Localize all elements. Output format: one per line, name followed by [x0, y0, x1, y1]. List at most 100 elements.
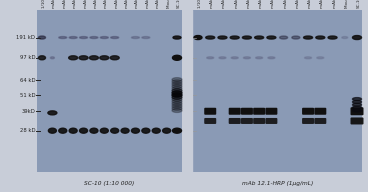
FancyBboxPatch shape	[314, 108, 326, 115]
Ellipse shape	[173, 55, 181, 60]
Ellipse shape	[353, 106, 361, 109]
Text: 64 kD: 64 kD	[20, 78, 35, 83]
Ellipse shape	[79, 36, 88, 39]
FancyBboxPatch shape	[314, 118, 326, 124]
FancyBboxPatch shape	[302, 118, 314, 124]
Text: mAb 4: mAb 4	[63, 0, 67, 8]
Ellipse shape	[353, 109, 361, 112]
Text: 28 kD: 28 kD	[20, 128, 35, 133]
Text: 1/10 Input: 1/10 Input	[42, 0, 46, 8]
Text: mAb 8: mAb 8	[73, 0, 77, 8]
Ellipse shape	[280, 36, 288, 39]
Ellipse shape	[206, 36, 215, 39]
FancyBboxPatch shape	[253, 108, 265, 115]
Text: mAb 12: mAb 12	[259, 0, 263, 8]
Ellipse shape	[39, 56, 46, 60]
Ellipse shape	[342, 36, 348, 39]
FancyBboxPatch shape	[204, 108, 216, 115]
Ellipse shape	[59, 128, 67, 133]
Ellipse shape	[110, 56, 119, 60]
Ellipse shape	[163, 128, 171, 133]
Ellipse shape	[48, 111, 57, 115]
Ellipse shape	[256, 57, 263, 59]
Text: mAb 2: mAb 2	[52, 0, 56, 8]
Text: Mouse IgG: Mouse IgG	[167, 0, 171, 8]
FancyBboxPatch shape	[350, 118, 364, 124]
Ellipse shape	[328, 36, 337, 39]
Ellipse shape	[353, 103, 361, 106]
Ellipse shape	[69, 56, 78, 60]
Text: mAb 14: mAb 14	[284, 0, 288, 8]
Ellipse shape	[100, 36, 108, 39]
Ellipse shape	[173, 128, 181, 133]
Ellipse shape	[317, 57, 324, 59]
Ellipse shape	[152, 128, 160, 133]
FancyBboxPatch shape	[204, 118, 216, 124]
Ellipse shape	[172, 78, 182, 82]
FancyBboxPatch shape	[265, 108, 277, 115]
Ellipse shape	[172, 80, 182, 84]
Text: 191 kD: 191 kD	[16, 35, 35, 40]
Text: mAb 17: mAb 17	[146, 0, 150, 8]
Ellipse shape	[100, 128, 108, 133]
Ellipse shape	[69, 128, 77, 133]
FancyBboxPatch shape	[265, 118, 277, 124]
Text: mAb 17: mAb 17	[320, 0, 324, 8]
Ellipse shape	[194, 36, 202, 40]
Ellipse shape	[231, 57, 238, 59]
Ellipse shape	[218, 36, 227, 39]
Ellipse shape	[353, 100, 361, 103]
Ellipse shape	[100, 56, 109, 60]
Ellipse shape	[59, 36, 67, 39]
Ellipse shape	[172, 102, 182, 106]
Ellipse shape	[172, 82, 182, 86]
Ellipse shape	[131, 128, 139, 133]
Text: mAb 18: mAb 18	[333, 0, 337, 8]
Ellipse shape	[292, 36, 300, 39]
Ellipse shape	[268, 57, 275, 59]
Text: mAb 8: mAb 8	[235, 0, 239, 8]
Ellipse shape	[305, 57, 312, 59]
Ellipse shape	[172, 86, 182, 90]
Ellipse shape	[131, 36, 139, 39]
Text: 1/10 Input: 1/10 Input	[198, 0, 202, 8]
Ellipse shape	[142, 36, 150, 39]
Text: mAb 11: mAb 11	[247, 0, 251, 8]
Text: mAb 15: mAb 15	[296, 0, 300, 8]
Text: mAb 18: mAb 18	[156, 0, 160, 8]
Text: SC-10: SC-10	[357, 0, 361, 8]
FancyBboxPatch shape	[229, 118, 241, 124]
Text: SC-10: SC-10	[177, 0, 181, 8]
Ellipse shape	[316, 36, 325, 39]
Bar	[193, 10, 362, 172]
Ellipse shape	[243, 57, 250, 59]
Text: mAb 16: mAb 16	[308, 0, 312, 8]
Text: mAb 2: mAb 2	[210, 0, 214, 8]
Ellipse shape	[79, 56, 88, 60]
Ellipse shape	[172, 93, 182, 97]
Ellipse shape	[172, 108, 182, 113]
Ellipse shape	[267, 36, 276, 39]
Ellipse shape	[172, 98, 182, 101]
Ellipse shape	[172, 91, 182, 95]
FancyBboxPatch shape	[241, 108, 253, 115]
Ellipse shape	[48, 128, 56, 133]
Ellipse shape	[230, 36, 239, 39]
Text: 51 kD: 51 kD	[20, 93, 35, 98]
FancyBboxPatch shape	[253, 118, 265, 124]
Ellipse shape	[219, 57, 226, 59]
Ellipse shape	[39, 36, 46, 39]
Text: 97 kD: 97 kD	[20, 55, 35, 60]
Ellipse shape	[172, 100, 182, 104]
Ellipse shape	[90, 36, 98, 39]
Text: mAb 12.1-HRP (1μg/mL): mAb 12.1-HRP (1μg/mL)	[242, 181, 313, 186]
Text: mAb 12: mAb 12	[94, 0, 98, 8]
Ellipse shape	[353, 36, 361, 40]
Ellipse shape	[172, 95, 182, 99]
Ellipse shape	[255, 36, 263, 39]
Ellipse shape	[121, 128, 129, 133]
Ellipse shape	[90, 128, 98, 133]
Text: mAb 13: mAb 13	[271, 0, 275, 8]
Ellipse shape	[172, 106, 182, 110]
Ellipse shape	[304, 36, 312, 39]
